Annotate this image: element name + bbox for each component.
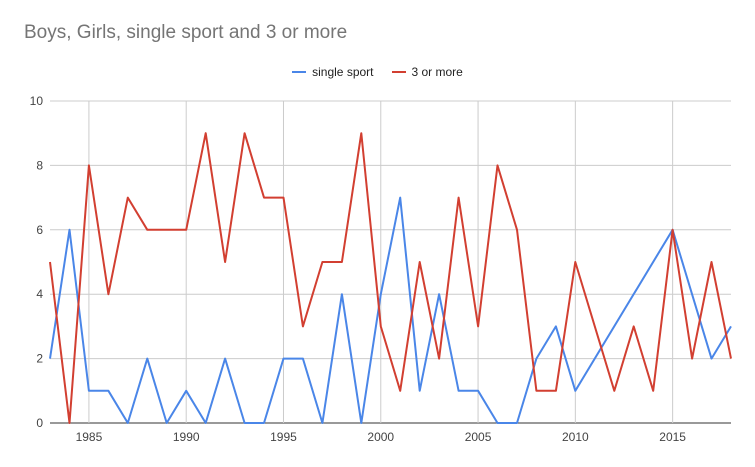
- legend-swatch: [292, 71, 307, 73]
- x-tick-label: 1995: [270, 430, 297, 444]
- chart-title: Boys, Girls, single sport and 3 or more: [24, 22, 348, 43]
- y-tick-label: 4: [36, 287, 43, 301]
- x-tick-label: 2000: [367, 430, 394, 444]
- x-tick-label: 2005: [465, 430, 492, 444]
- y-tick-label: 6: [36, 223, 43, 237]
- x-tick-label: 1985: [76, 430, 103, 444]
- y-tick-label: 2: [36, 352, 43, 366]
- series-line-single-sport: [49, 196, 732, 424]
- legend-swatch: [391, 71, 406, 73]
- legend-label: single sport: [312, 65, 374, 79]
- series-line-3-or-more: [49, 132, 732, 424]
- legend-item: single sport: [292, 65, 374, 79]
- x-tick-label: 2015: [659, 430, 686, 444]
- y-tick-label: 10: [30, 94, 44, 108]
- y-tick-label: 8: [36, 158, 43, 172]
- x-tick-label: 1990: [173, 430, 200, 444]
- legend: single sport 3 or more: [0, 62, 755, 79]
- legend-label: 3 or more: [411, 65, 463, 79]
- y-tick-label: 0: [36, 416, 43, 430]
- x-tick-label: 2010: [562, 430, 589, 444]
- legend-item: 3 or more: [391, 65, 463, 79]
